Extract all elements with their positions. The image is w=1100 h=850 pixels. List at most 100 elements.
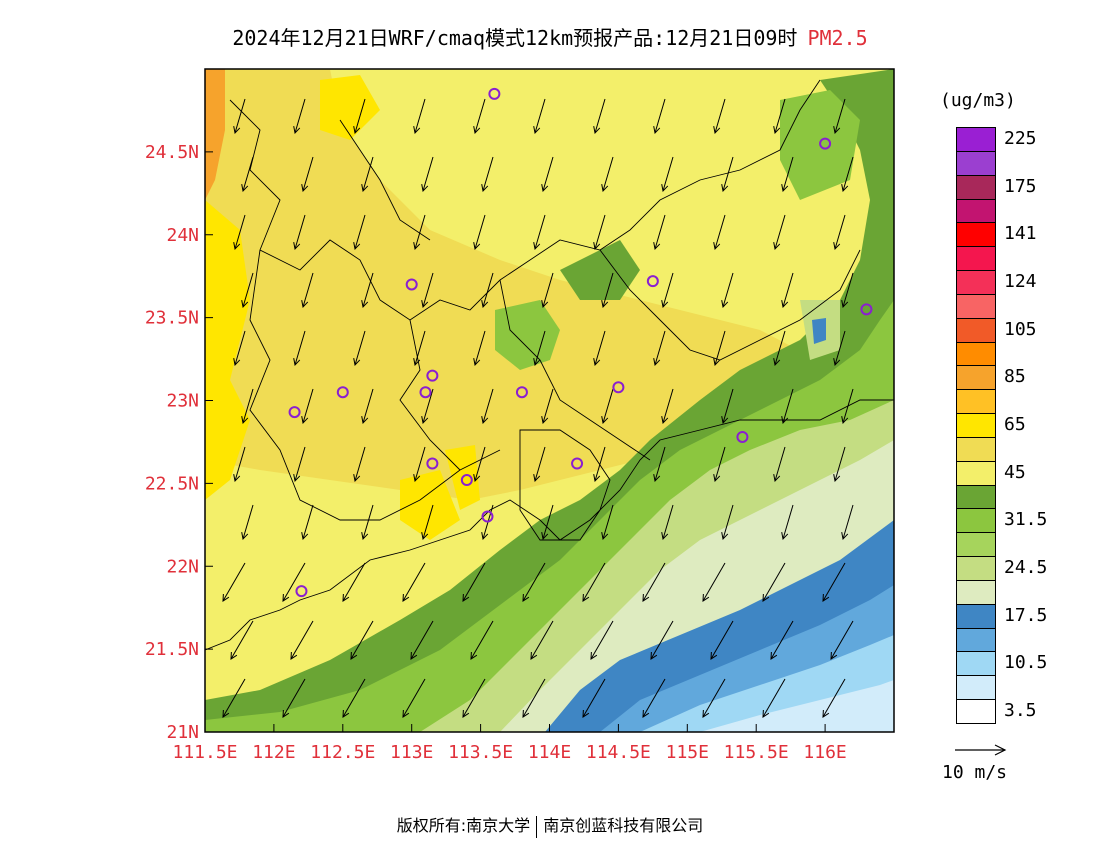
wind-arrow [413, 98, 426, 135]
field-patch-2 [560, 240, 640, 300]
station-marker [819, 137, 832, 150]
station-marker [426, 457, 439, 470]
legend-swatch [956, 365, 996, 391]
station-marker [295, 585, 308, 598]
wind-arrow [841, 156, 854, 193]
field-patch-9 [400, 470, 460, 540]
station-marker [515, 386, 528, 399]
legend-swatch [956, 341, 996, 367]
wind-arrow [293, 98, 306, 135]
wind-arrow [342, 562, 366, 602]
legend-swatch [956, 627, 996, 653]
wind-arrow [702, 678, 726, 718]
lon-tick-label: 115E [666, 742, 709, 763]
station-marker [646, 275, 659, 288]
wind-arrow [473, 98, 486, 135]
legend-swatch [956, 556, 996, 581]
wind-arrow [222, 678, 246, 718]
wind-arrow [402, 562, 426, 602]
lon-tick-label: 114.5E [586, 742, 651, 763]
lat-tick-label: 23N [166, 391, 199, 412]
legend-label: 24.5 [1004, 557, 1048, 579]
wind-arrow [282, 562, 306, 602]
wind-arrow [721, 388, 734, 425]
legend-swatch [956, 150, 996, 176]
legend-swatch [956, 651, 996, 677]
wind-arrow [841, 504, 854, 541]
wind-arrow [781, 156, 794, 193]
wind-arrow [762, 678, 786, 718]
station-marker [336, 386, 349, 399]
lat-tick-label: 22.5N [145, 473, 199, 494]
wind-arrow [301, 156, 314, 193]
wind-arrow [601, 272, 614, 309]
wind-arrow [770, 620, 794, 660]
wind-arrow [781, 504, 794, 541]
wind-arrow [533, 98, 546, 135]
legend-label: 31.5 [1004, 509, 1048, 531]
lon-tick-label: 113E [390, 742, 433, 763]
wind-arrow [293, 330, 306, 367]
wind-arrow [713, 330, 726, 367]
wind-arrow [462, 678, 486, 718]
wind-arrow [582, 562, 606, 602]
wind-reference-label: 10 m/s [942, 762, 1008, 783]
lon-tick-label: 115.5E [724, 742, 789, 763]
wind-arrow [833, 98, 846, 135]
legend-label: 175 [1004, 175, 1037, 197]
wind-arrow [533, 214, 546, 251]
wind-arrow [822, 678, 846, 718]
wind-arrow [402, 678, 426, 718]
wind-vectors [222, 98, 854, 718]
wind-arrow [833, 446, 846, 483]
wind-arrow [721, 504, 734, 541]
wind-arrow [293, 214, 306, 251]
wind-arrow [522, 562, 546, 602]
legend-swatch [956, 460, 996, 486]
wind-arrow [353, 98, 366, 135]
wind-arrow [233, 330, 246, 367]
wind-arrow [601, 156, 614, 193]
wind-arrow [473, 214, 486, 251]
wind-arrow [781, 388, 794, 425]
wind-arrow [822, 562, 846, 602]
lon-tick-label: 116E [803, 742, 846, 763]
station-marker [419, 386, 432, 399]
wind-arrow [653, 446, 666, 483]
legend-unit: (ug/m3) [940, 90, 1016, 111]
wind-arrow [653, 98, 666, 135]
page-title: 2024年12月21日WRF/cmaq模式12km预报产品:12月21日09时 P… [0, 22, 1100, 51]
wind-arrow [241, 504, 254, 541]
wind-arrow [481, 388, 494, 425]
wind-reference-arrow [955, 744, 1007, 756]
wind-arrow [421, 504, 434, 541]
wind-arrow [593, 446, 606, 483]
wind-arrow [361, 272, 374, 309]
station-marker [860, 303, 873, 316]
wind-arrow [530, 620, 554, 660]
legend-label: 17.5 [1004, 604, 1048, 626]
wind-arrow [582, 678, 606, 718]
wind-arrow [593, 330, 606, 367]
legend-label: 105 [1004, 318, 1037, 340]
legend-swatch [956, 532, 996, 558]
footer-left: 版权所有:南京大学 [396, 816, 531, 835]
wind-arrow [293, 446, 306, 483]
wind-arrow [642, 562, 666, 602]
field-zone-3 [700, 680, 894, 732]
legend-swatch [956, 508, 996, 534]
wind-arrow [481, 272, 494, 309]
legend-swatch [956, 174, 996, 200]
wind-arrow [661, 156, 674, 193]
wind-arrow [522, 678, 546, 718]
wind-arrow [713, 446, 726, 483]
wind-arrow [541, 156, 554, 193]
lat-tick-label: 22N [166, 556, 199, 577]
wind-arrow [361, 504, 374, 541]
wind-arrow [241, 156, 254, 193]
station-marker [612, 381, 625, 394]
lon-tick-label: 114E [528, 742, 571, 763]
wind-arrow [301, 272, 314, 309]
